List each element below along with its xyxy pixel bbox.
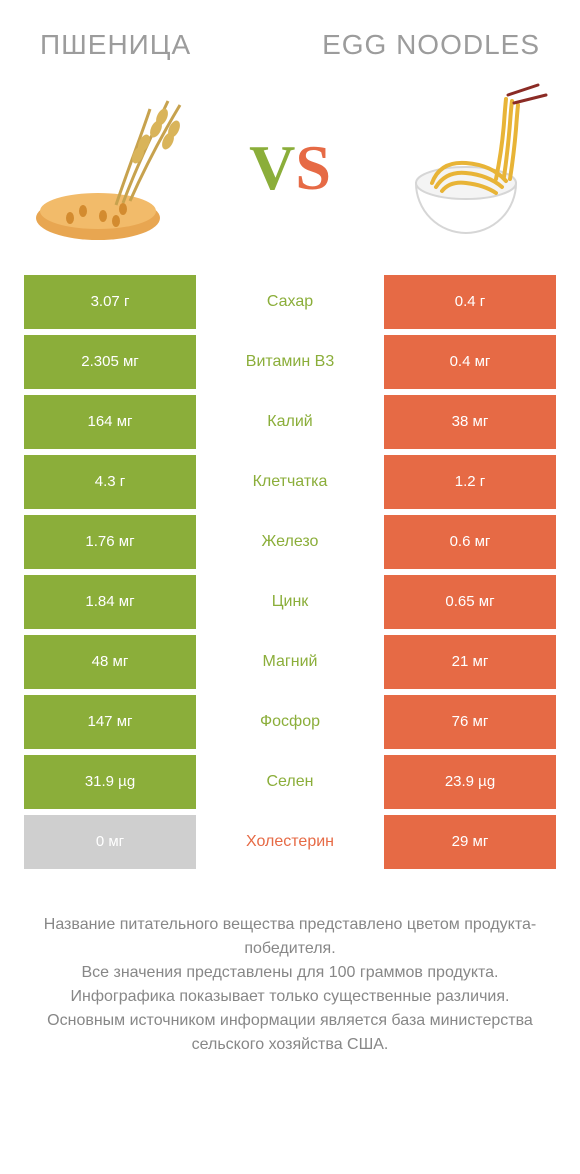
noodles-image [376,83,552,253]
title-right: EGG NOODLES [315,30,540,61]
table-row: 48 мгМагний21 мг [24,635,556,689]
table-row: 31.9 µgСелен23.9 µg [24,755,556,809]
cell-label: Фосфор [196,695,384,749]
vs-v: V [249,132,295,203]
footer-notes: Название питательного вещества представл… [0,875,580,1057]
comparison-table: 3.07 гСахар0.4 г 2.305 мгВитамин B30.4 мг… [0,275,580,869]
cell-right: 0.6 мг [384,515,556,569]
cell-right: 76 мг [384,695,556,749]
table-row: 0 мгХолестерин29 мг [24,815,556,869]
cell-left: 147 мг [24,695,196,749]
footer-line: Название питательного вещества представл… [34,913,546,961]
cell-left: 164 мг [24,395,196,449]
cell-right: 38 мг [384,395,556,449]
footer-line: Инфографика показывает только существенн… [34,985,546,1009]
wheat-image [28,83,204,253]
cell-left: 48 мг [24,635,196,689]
cell-left: 3.07 г [24,275,196,329]
table-row: 147 мгФосфор76 мг [24,695,556,749]
cell-right: 1.2 г [384,455,556,509]
table-row: 4.3 гКлетчатка1.2 г [24,455,556,509]
cell-left: 1.84 мг [24,575,196,629]
cell-left: 4.3 г [24,455,196,509]
noodles-icon [376,83,552,253]
vs-label: VS [249,131,331,205]
footer-line: Все значения представлены для 100 граммо… [34,961,546,985]
cell-right: 0.65 мг [384,575,556,629]
cell-right: 21 мг [384,635,556,689]
title-left: ПШЕНИЦА [40,30,265,61]
cell-left: 0 мг [24,815,196,869]
cell-label: Холестерин [196,815,384,869]
cell-left: 1.76 мг [24,515,196,569]
cell-label: Железо [196,515,384,569]
header: ПШЕНИЦА EGG NOODLES [0,0,580,71]
table-row: 1.76 мгЖелезо0.6 мг [24,515,556,569]
cell-label: Селен [196,755,384,809]
cell-right: 0.4 мг [384,335,556,389]
table-row: 164 мгКалий38 мг [24,395,556,449]
cell-label: Магний [196,635,384,689]
footer-line: Основным источником информации является … [34,1009,546,1057]
cell-label: Клетчатка [196,455,384,509]
wheat-icon [28,83,204,253]
cell-right: 23.9 µg [384,755,556,809]
table-row: 1.84 мгЦинк0.65 мг [24,575,556,629]
cell-label: Витамин B3 [196,335,384,389]
cell-right: 29 мг [384,815,556,869]
cell-left: 31.9 µg [24,755,196,809]
cell-label: Сахар [196,275,384,329]
cell-left: 2.305 мг [24,335,196,389]
table-row: 3.07 гСахар0.4 г [24,275,556,329]
images-row: VS [0,71,580,275]
cell-label: Цинк [196,575,384,629]
cell-right: 0.4 г [384,275,556,329]
cell-label: Калий [196,395,384,449]
table-row: 2.305 мгВитамин B30.4 мг [24,335,556,389]
vs-s: S [295,132,331,203]
